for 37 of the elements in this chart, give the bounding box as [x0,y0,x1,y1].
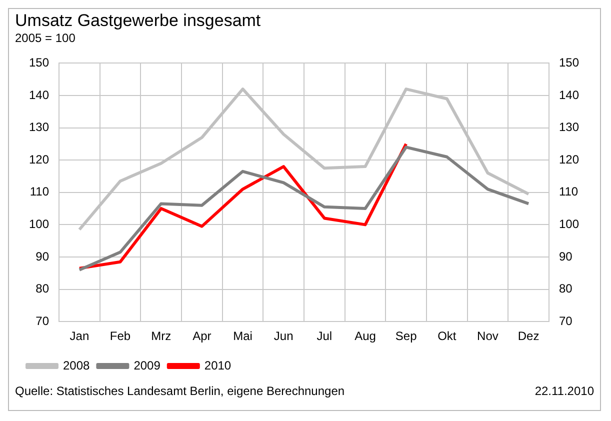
y2-tick-label: 100 [558,217,580,232]
y2-tick-label: 150 [558,56,580,70]
y2-tick-label: 140 [558,88,580,102]
y-tick-label: 100 [28,217,50,232]
x-tick-label: Feb [110,329,131,344]
x-tick-label: Jun [274,329,294,344]
y2-tick-label: 80 [558,282,573,296]
y2-tick-label: 120 [558,152,580,166]
y-tick-label: 120 [28,152,50,166]
x-tick-label: Dez [518,329,540,344]
legend-label: 2009 [134,358,161,372]
x-tick-label: Jan [70,329,90,344]
y2-tick-label: 110 [558,184,578,199]
x-tick-label: Jul [316,329,332,344]
legend-label: 2010 [204,358,232,372]
x-tick-label: Sep [395,329,418,344]
x-tick-label: Aug [354,329,376,344]
text: 22.11.2010 [534,384,594,398]
y2-tick-label: 130 [558,120,580,134]
y-tick-label: 150 [28,56,50,70]
y-tick-label: 130 [28,120,50,134]
x-tick-label: Apr [192,329,212,344]
x-tick-label: Nov [477,329,498,344]
y-tick-label: 110 [30,184,50,199]
chart-subtitle: 2005 = 100 [15,31,76,46]
y2-tick-label: 90 [558,249,573,264]
y-tick-label: 90 [36,249,50,264]
legend-label: 2008 [63,358,90,372]
source-note: Quelle: Statistisches Landesamt Berlin, eigene Berechnungen [15,384,345,398]
y2-tick-label: 70 [558,314,573,328]
x-tick-label: Okt [438,329,457,344]
chart-title: Umsatz Gastgewerbe insgesamt [15,11,262,31]
y-tick-label: 140 [28,88,50,102]
x-tick-label: Mai [233,329,252,344]
x-tick-label: Mrz [151,329,172,344]
y-tick-label: 70 [36,314,50,328]
y-tick-label: 80 [36,282,50,296]
